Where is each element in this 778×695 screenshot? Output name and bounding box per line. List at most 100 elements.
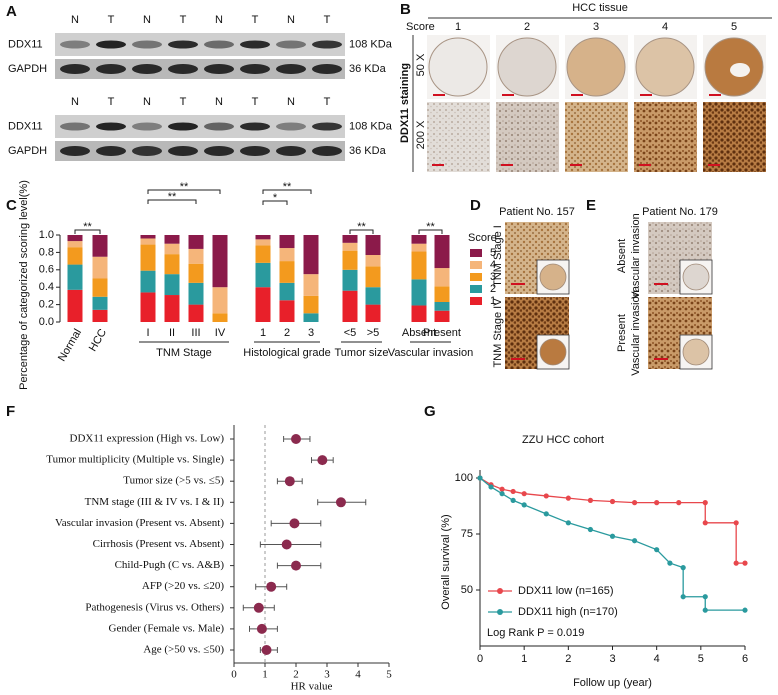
legend-label: DDX11 low (n=165) — [518, 585, 613, 597]
bar-segment — [279, 282, 295, 301]
bar-segment — [140, 238, 156, 245]
legend-swatch — [470, 285, 482, 293]
censor-mark — [543, 511, 549, 517]
bar-segment — [140, 292, 156, 322]
bar-segment — [188, 263, 204, 283]
hazard-ratio — [291, 560, 301, 571]
band — [312, 40, 342, 49]
band — [276, 122, 306, 131]
panel-label: E — [586, 197, 596, 214]
censor-mark — [587, 497, 594, 503]
band — [312, 146, 342, 156]
bar-segment — [188, 282, 204, 305]
band — [204, 122, 234, 131]
censor-mark — [631, 538, 638, 544]
censor-mark — [702, 500, 708, 506]
bar-segment — [188, 248, 204, 264]
censor-mark — [565, 495, 571, 501]
x-tick-label: Absent — [402, 327, 436, 339]
bar-segment — [188, 304, 204, 322]
size-label: 36 KDa — [349, 63, 387, 75]
panel-label: G — [424, 403, 436, 420]
censor-mark — [654, 547, 660, 553]
bar-segment — [434, 268, 450, 287]
censor-mark — [742, 607, 748, 613]
legend-swatch — [470, 261, 482, 269]
censor-mark — [499, 486, 505, 492]
y-tick-label: 100 — [455, 472, 473, 484]
hazard-ratio — [281, 539, 292, 550]
x-tick-label: I — [146, 327, 149, 339]
censor-mark — [733, 560, 739, 566]
x-tick-label: 3 — [308, 327, 314, 339]
band — [240, 146, 270, 156]
bar-segment — [303, 313, 319, 322]
hazard-ratio — [289, 518, 300, 529]
inset-core — [539, 338, 567, 366]
band — [60, 146, 90, 156]
y-tick-label: Child-Pugh (C vs. A&B) — [115, 559, 225, 571]
x-tick-label: Present — [423, 327, 461, 339]
bar-segment — [67, 289, 83, 322]
band — [96, 40, 126, 49]
band — [96, 64, 126, 74]
y-tick-label: Vascular invasion (Present vs. Absent) — [55, 517, 224, 529]
y-tick-label: 75 — [461, 528, 473, 540]
x-tick-label: 1 — [260, 327, 266, 339]
legend-title: Score — [468, 232, 497, 244]
band — [168, 64, 198, 74]
x-tick-label: 5 — [386, 669, 392, 681]
bar-segment — [164, 235, 180, 244]
score: 2 — [524, 21, 530, 33]
band — [204, 40, 234, 49]
y-tick-label: 0.0 — [39, 316, 54, 328]
significance: ** — [168, 191, 177, 203]
x-axis-label: Follow up (year) — [573, 677, 652, 689]
bar-segment — [411, 235, 427, 244]
band — [132, 122, 162, 131]
band — [240, 122, 270, 131]
bar-segment — [434, 235, 450, 269]
group-label: Histological grade — [243, 347, 330, 359]
legend-label: 5 — [490, 247, 496, 259]
size-label: 36 KDa — [349, 145, 387, 157]
bar-segment — [411, 243, 427, 252]
ihc-highmag — [496, 102, 559, 172]
x-tick-label: 4 — [355, 669, 361, 681]
bar-segment — [212, 287, 228, 314]
bar-segment — [365, 287, 381, 305]
blot — [55, 141, 345, 161]
band — [60, 40, 90, 49]
inset-core — [682, 263, 710, 291]
x-tick-label: 2 — [565, 653, 571, 665]
significance-bracket — [349, 229, 374, 234]
x-axis-label: HR value — [291, 681, 333, 693]
blot — [55, 59, 345, 79]
bar-segment — [279, 235, 295, 249]
ihc-highmag — [703, 102, 766, 172]
bar-segment — [303, 295, 319, 314]
tissue-core — [428, 37, 488, 97]
censor-mark — [667, 560, 673, 566]
censor-mark — [499, 491, 505, 497]
bar-segment — [434, 310, 450, 322]
y-tick-label: AFP (>20 vs. ≤20) — [142, 580, 224, 592]
inset-core — [539, 263, 567, 291]
hazard-ratio — [256, 623, 267, 634]
bar-segment — [212, 235, 228, 288]
significance: ** — [180, 181, 189, 193]
magnification: 50 X — [415, 53, 427, 76]
bar-segment — [365, 235, 381, 256]
legend-swatch — [470, 297, 482, 305]
bar-segment — [279, 248, 295, 262]
band — [240, 40, 270, 49]
bar-segment — [255, 235, 271, 240]
y-tick-label: 50 — [461, 584, 473, 596]
bar-segment — [279, 300, 295, 322]
protein-label: DDX11 — [8, 120, 43, 132]
hazard-ratio — [266, 581, 277, 592]
bar-segment — [365, 304, 381, 322]
hazard-ratio — [284, 476, 295, 487]
annotation: Log Rank P = 0.019 — [487, 627, 584, 639]
